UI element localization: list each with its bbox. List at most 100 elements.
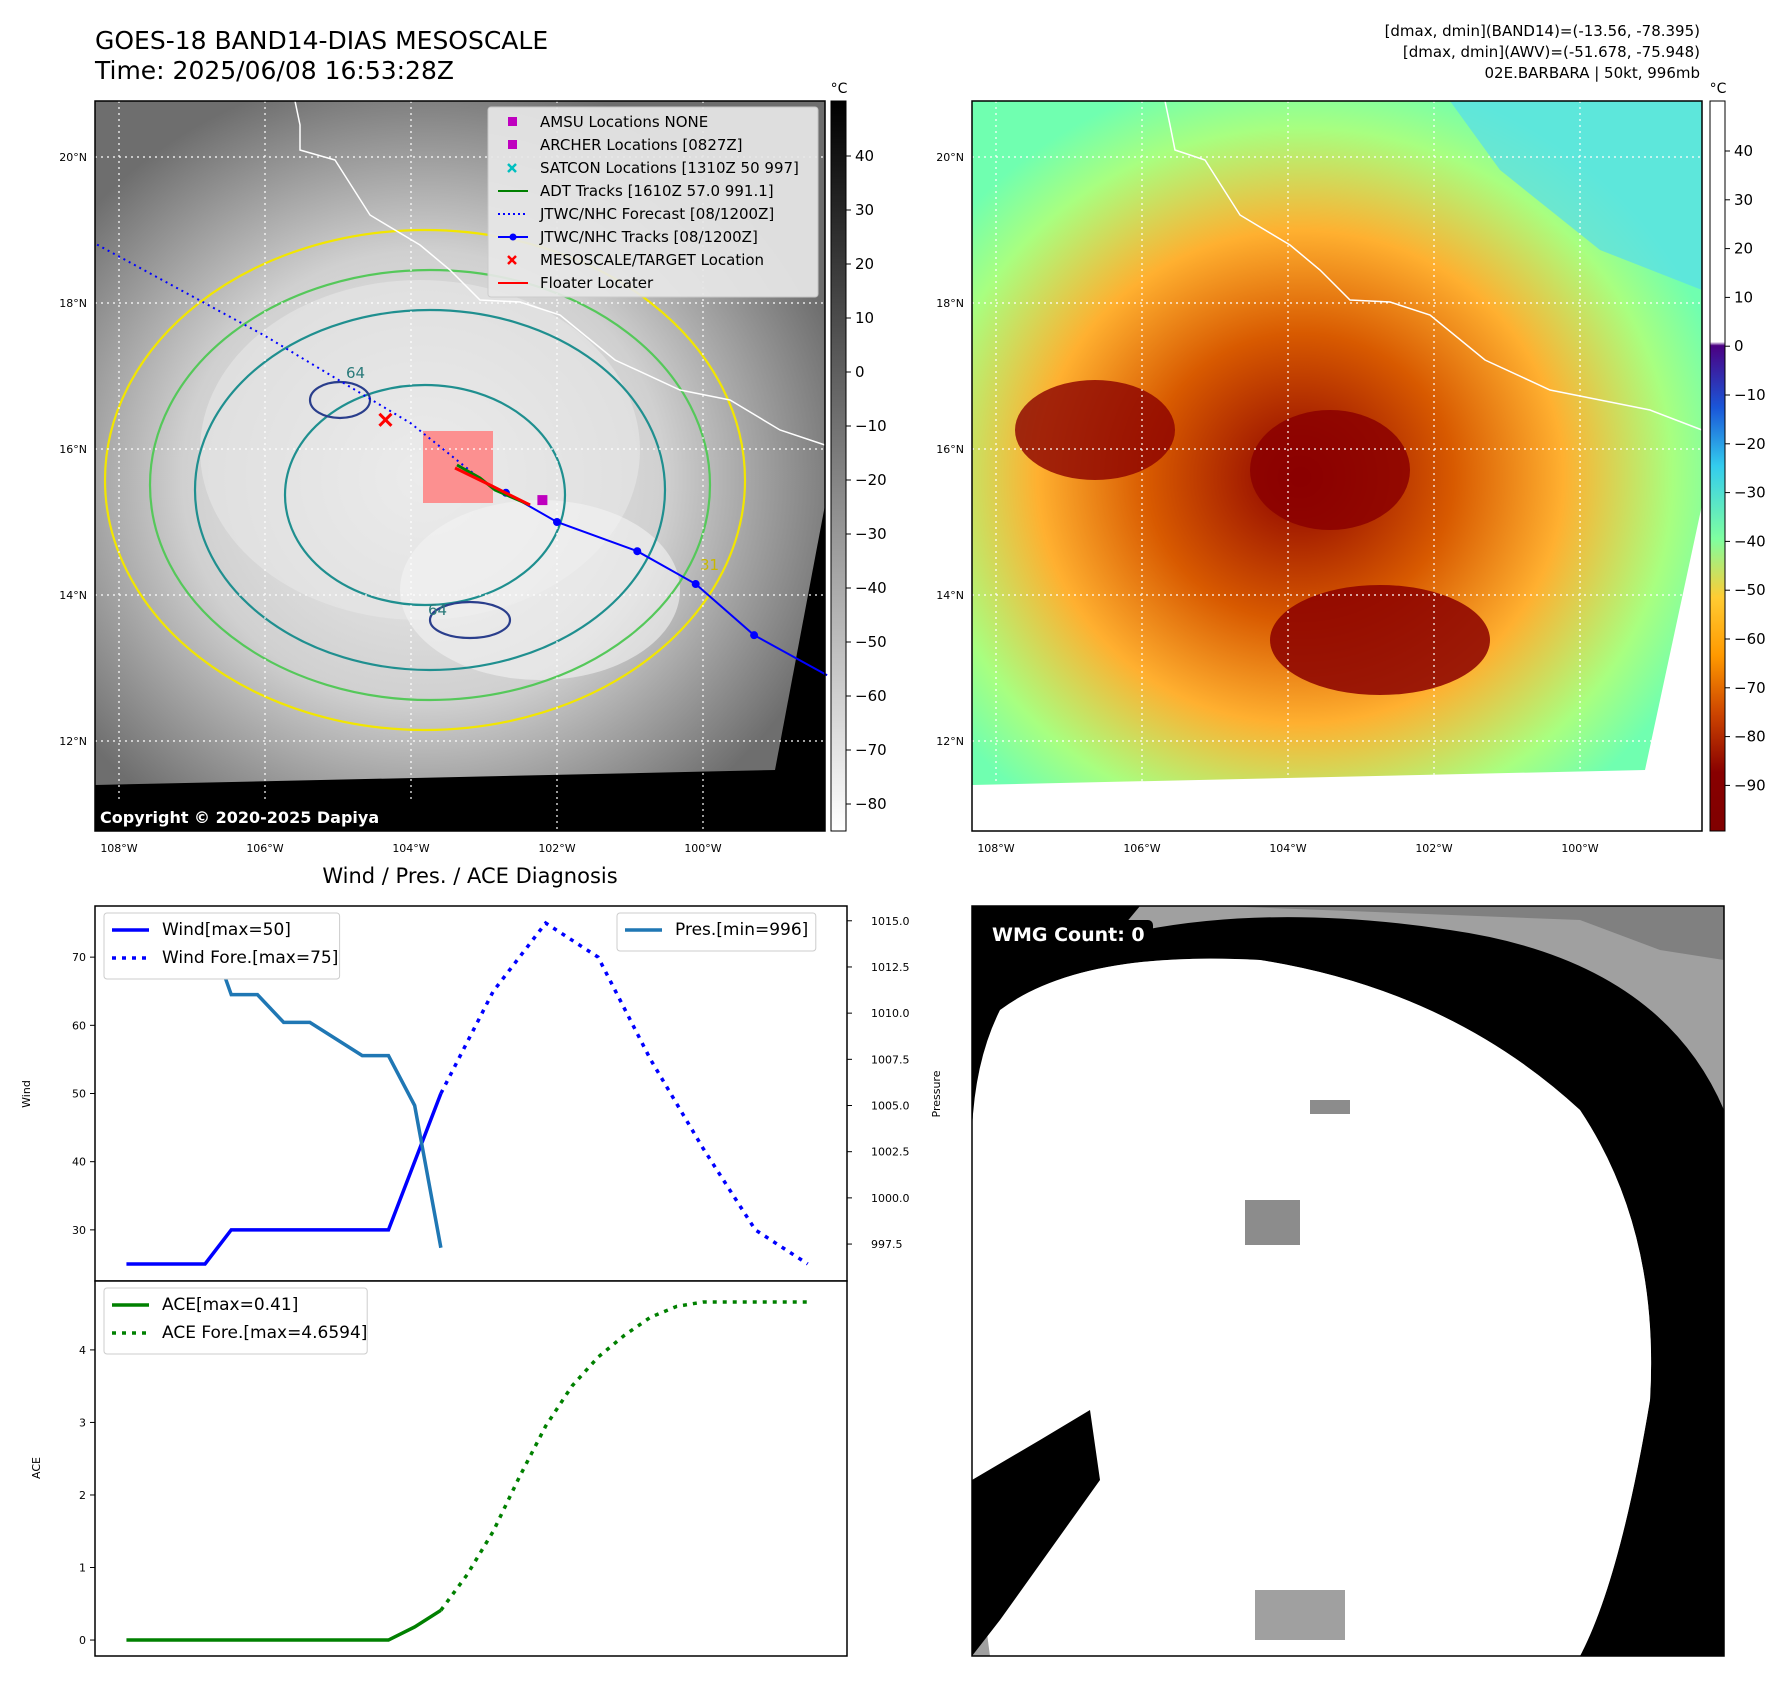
legend-box [487,106,819,298]
lon-tick-label: 100°W [1561,842,1598,855]
colorbar-tick-label: −10 [1734,386,1766,404]
legend-x-icon [507,255,517,265]
awv-cold-west [1015,380,1175,480]
lon-tick-label: 104°W [392,842,429,855]
colorbar-tick-label: −40 [1734,532,1766,550]
lat-tick-label: 18°N [59,297,87,310]
series-line [439,1300,808,1612]
wmg-frame [971,905,1725,1657]
awv-range: [dmax, dmin](AWV)=(-51.678, -75.948) [1402,43,1700,61]
legend-entry: AMSU Locations NONE [508,113,708,131]
wmg-black-nw [972,906,1140,1120]
lat-tick-label: 20°N [936,151,964,164]
contour-label-64: 64 [346,364,365,382]
legend-label: ADT Tracks [1610Z 57.0 991.1] [540,182,774,200]
colorbar-tick-label: 20 [855,255,874,273]
y-tick-label: 70 [72,951,86,964]
colorbar-tick-label: −80 [855,795,887,813]
awv-colorbar-ticks: 40 30 20 10 0 −10 −20 −30 −40 −50 −60 −70 −80 −90 [1725,142,1766,794]
awv-axis-ticks: 20°N 18°N 16°N 14°N 12°N 108°W 106°W 104°W 102°W… [936,151,1599,855]
contour-yellow [103,228,747,732]
lat-tick-label: 16°N [936,443,964,456]
legend-entry: SATCON Locations [1310Z 50 997] [507,159,799,177]
best-track-point [633,547,642,556]
band14-range: [dmax, dmin](BAND14)=(-13.56, -78.395) [1384,22,1700,40]
wind-ylabel: Wind [20,1080,33,1108]
y2-tick-label: 1002.5 [871,1146,910,1159]
legend-label: AMSU Locations NONE [540,113,708,131]
colorbar-tick-label: 0 [1734,337,1744,355]
figure-title: GOES-18 BAND14-DIAS MESOSCALE [95,26,549,55]
colorbar-tick-label: −70 [1734,679,1766,697]
lat-tick-label: 12°N [936,735,964,748]
awv-cold-core [1250,410,1410,530]
colorbar-tick-label: −60 [1734,630,1766,648]
lon-tick-label: 106°W [1123,842,1160,855]
contour-label-31: 31 [700,556,719,574]
ir-colorbar [830,100,847,832]
lat-tick-label: 12°N [59,735,87,748]
target-marker [378,412,393,427]
colorbar-tick-label: −70 [855,741,887,759]
series-line [126,1092,443,1266]
y-tick-label: 4 [79,1344,86,1357]
awv-colorbar-unit: °C [1710,81,1727,97]
y-tick-label: 2 [79,1489,86,1502]
colorbar-tick-label: 30 [855,201,874,219]
y2-tick-label: 1005.0 [871,1100,910,1113]
wmg-gray-patch [1245,1200,1300,1245]
lat-tick-label: 18°N [936,297,964,310]
colorbar-tick-label: 20 [1734,240,1753,258]
legend-entry: ADT Tracks [1610Z 57.0 991.1] [498,182,774,200]
y2-tick-label: 997.5 [871,1238,903,1251]
coastline [294,100,826,446]
awv-colorbar [1709,100,1726,832]
y2-tick-label: 1012.5 [871,961,910,974]
ir-colorbar-ticks: 40 30 20 10 0 −10 −20 −30 −40 −50 −60 −70 −80 [846,147,887,813]
lon-tick-label: 100°W [684,842,721,855]
colorbar-tick-label: −20 [855,471,887,489]
colorbar-tick-label: −30 [1734,484,1766,502]
chart-legend-label: Pres.[min=996] [675,920,808,940]
lon-tick-label: 102°W [1415,842,1452,855]
wind-pressure-plot: 30 40 50 60 70 997.5 1000.0 1002.5 1005.0 1007.5 1… [72,912,910,1266]
copyright-bg [95,800,415,831]
y-tick-label: 60 [72,1019,86,1032]
colorbar-tick-label: −40 [855,579,887,597]
wmg-count-badge: WMG Count: 0 [984,920,1153,950]
archer-marker [537,495,548,506]
lon-tick-label: 104°W [1269,842,1306,855]
chart-legend-box [103,1287,368,1355]
ir-colorbar-unit: °C [831,81,848,97]
best-track-point [691,580,700,589]
y2-tick-label: 1015.0 [871,915,910,928]
y-tick-label: 0 [79,1634,86,1647]
y2-tick-label: 1000.0 [871,1192,910,1205]
contours [103,228,747,732]
colorbar-tick-label: −90 [1734,776,1766,794]
diagnosis-title: Wind / Pres. / ACE Diagnosis [322,864,618,888]
legend-square-icon [508,117,517,126]
chart-legend-box [103,912,341,980]
colorbar-tick-label: −20 [1734,435,1766,453]
ir-map-panel: 64 64 31 AMSU Locations NONE ARCHER Locat… [59,81,886,855]
ace-plot: 0 1 2 3 4 ACE[max=0.41] ACE Fore.[max=4.6594] [79,1287,808,1647]
lat-tick-label: 14°N [936,589,964,602]
contour-teal-inner [283,383,567,607]
target-x-b [378,412,393,427]
floater-track [454,466,531,507]
awv-map-frame [971,100,1703,832]
map-legend: AMSU Locations NONE ARCHER Locations [082… [487,106,819,298]
awv-moist-area [1450,101,1702,290]
colorbar-tick-label: 10 [855,309,874,327]
legend-dot-icon [509,233,517,241]
colorbar-tick-label: 40 [1734,142,1753,160]
colorbar-tick-label: −50 [855,633,887,651]
lat-tick-label: 16°N [59,443,87,456]
wmg-black-ring [972,917,1724,1656]
legend-label: ARCHER Locations [0827Z] [540,136,743,154]
ir-map-frame [94,100,826,832]
ace-ylabel: ACE [30,1457,43,1479]
y2-tick-label: 1007.5 [871,1053,910,1066]
legend-entry: MESOSCALE/TARGET Location [507,251,764,269]
